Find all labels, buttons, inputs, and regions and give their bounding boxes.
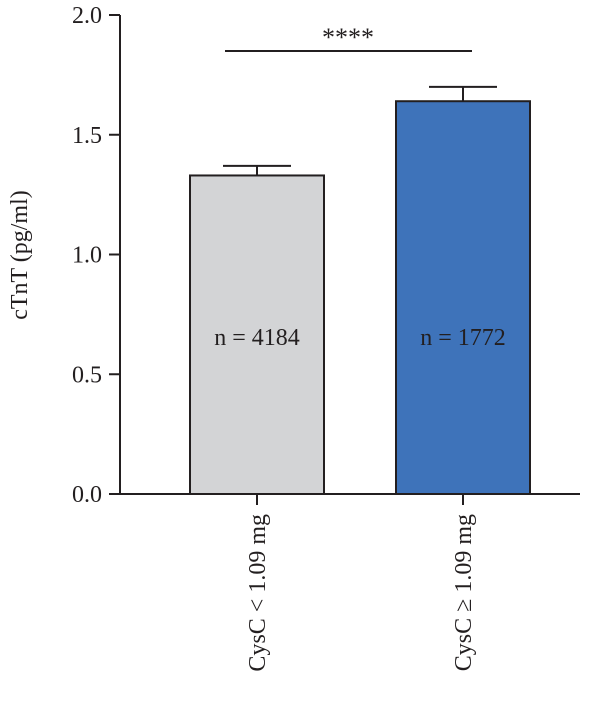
- y-axis-label: cTnT (pg/ml): [7, 190, 33, 320]
- y-tick-label: 1.0: [72, 243, 102, 269]
- y-axis: 0.0 0.5 1.0 1.5 2.0: [72, 3, 121, 508]
- bar-count-label: n = 1772: [420, 325, 506, 351]
- y-tick-label: 2.0: [72, 3, 102, 29]
- significance-label: ****: [322, 23, 374, 52]
- y-tick-label: 0.0: [72, 482, 102, 508]
- annotations: ****: [225, 23, 472, 52]
- bars: n = 4184 n = 1772: [189, 100, 531, 495]
- x-category-label: CysC < 1.09 mg: [245, 514, 271, 672]
- bar-count-label: n = 4184: [214, 325, 300, 351]
- y-tick-label: 1.5: [72, 123, 102, 149]
- error-bars: [223, 85, 497, 176]
- bar: [395, 100, 531, 495]
- x-axis: CysC < 1.09 mg CysC ≥ 1.09 mg: [120, 493, 580, 672]
- x-category-label: CysC ≥ 1.09 mg: [451, 514, 477, 671]
- y-tick-label: 0.5: [72, 362, 102, 388]
